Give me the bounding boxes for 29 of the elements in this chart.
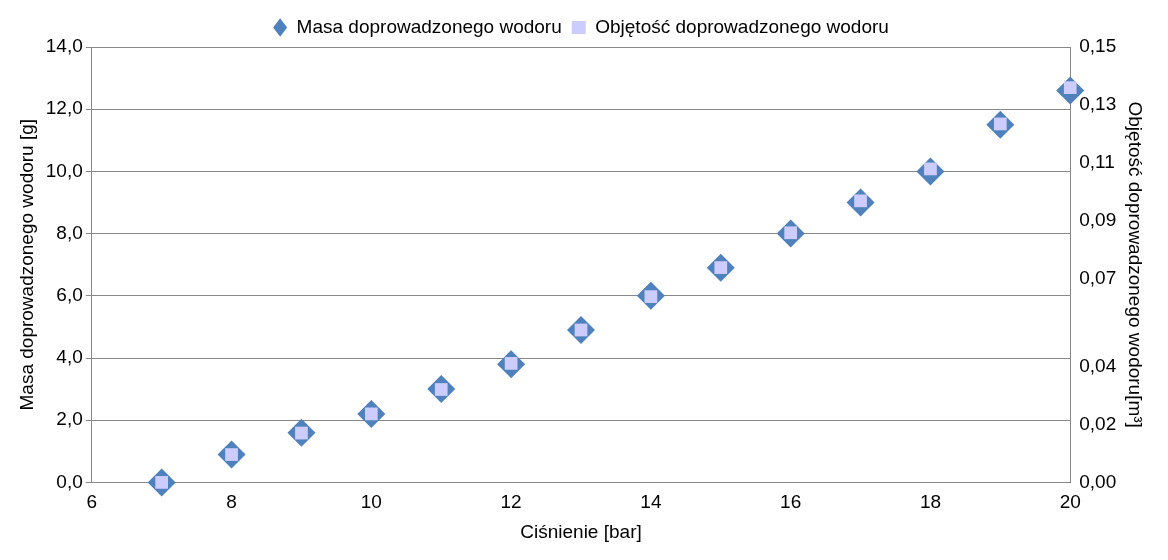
y-tick-label: 8,0 [56, 221, 83, 243]
y-tick-label: 4,0 [56, 346, 83, 368]
x-tick-label: 14 [640, 491, 662, 513]
legend-label: Masa doprowadzonego wodoru [296, 15, 562, 37]
y2-tick-label: 0,00 [1079, 470, 1117, 492]
y2-tick-label: 0,02 [1079, 412, 1117, 434]
y2-tick-label: 0,15 [1079, 35, 1117, 57]
x-axis-title: Ciśnienie [bar] [520, 520, 642, 542]
x-tick-label: 12 [500, 491, 522, 513]
x-tick-label: 10 [360, 491, 382, 513]
y-tick-label: 14,0 [45, 35, 83, 57]
y-axis-title: Masa doprowadzonego wodoru [g] [15, 118, 37, 411]
y2-axis-title: Objętość doprowadzonego wodoru[m³] [1125, 101, 1147, 428]
y-tick-label: 2,0 [56, 408, 83, 430]
x-tick-label: 16 [780, 491, 802, 513]
x-tick-label: 6 [86, 491, 98, 513]
legend-label: Objętość doprowadzonego wodoru [595, 15, 889, 37]
y2-tick-label: 0,09 [1079, 209, 1117, 231]
y2-tick-label: 0,13 [1079, 93, 1117, 115]
x-tick-label: 18 [919, 491, 942, 513]
y2-tick-label: 0,04 [1079, 354, 1117, 376]
y-tick-label: 6,0 [56, 284, 83, 306]
y2-tick-label: 0,07 [1079, 267, 1117, 289]
x-tick-label: 8 [226, 491, 237, 513]
x-tick-label: 20 [1059, 491, 1081, 513]
y-tick-label: 12,0 [45, 97, 83, 119]
y-tick-label: 10,0 [45, 159, 83, 181]
y2-tick-label: 0,11 [1079, 151, 1115, 173]
y-tick-label: 0,0 [56, 470, 83, 492]
